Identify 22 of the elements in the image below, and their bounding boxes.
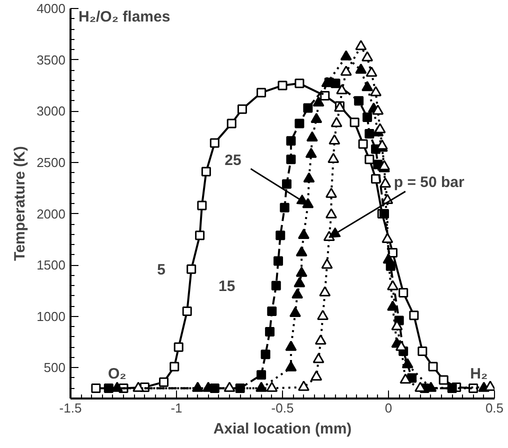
annotation: p = 50 bar (394, 174, 465, 191)
y-tick-label: 1000 (36, 308, 66, 324)
x-tick-label: 0.5 (485, 400, 504, 416)
y-tick-label: 2500 (36, 154, 66, 170)
x-tick-label: -0.5 (271, 400, 294, 416)
annotation: 25 (224, 152, 242, 170)
y-axis-title: Temperature (K) (12, 146, 29, 261)
y-tick-label: 3000 (36, 104, 66, 119)
y-tick-label: 2000 (36, 206, 66, 222)
x-tick-label: -1.5 (59, 400, 82, 416)
y-tick-label: 1500 (36, 258, 66, 273)
annotation: 15 (218, 278, 236, 296)
annotation: O₂ (108, 366, 126, 383)
x-axis-title: Axial location (mm) (213, 420, 352, 438)
y-tick-label: 500 (44, 360, 66, 376)
chart-title: H₂/O₂ flames (78, 8, 170, 26)
x-tick-label: 0 (384, 400, 392, 416)
y-tick-label: 3500 (36, 52, 66, 68)
x-tick-label: -1 (170, 400, 182, 416)
y-tick-label: 4000 (36, 1, 66, 16)
annotation: H₂ (470, 366, 488, 383)
annotation: 5 (157, 262, 166, 279)
